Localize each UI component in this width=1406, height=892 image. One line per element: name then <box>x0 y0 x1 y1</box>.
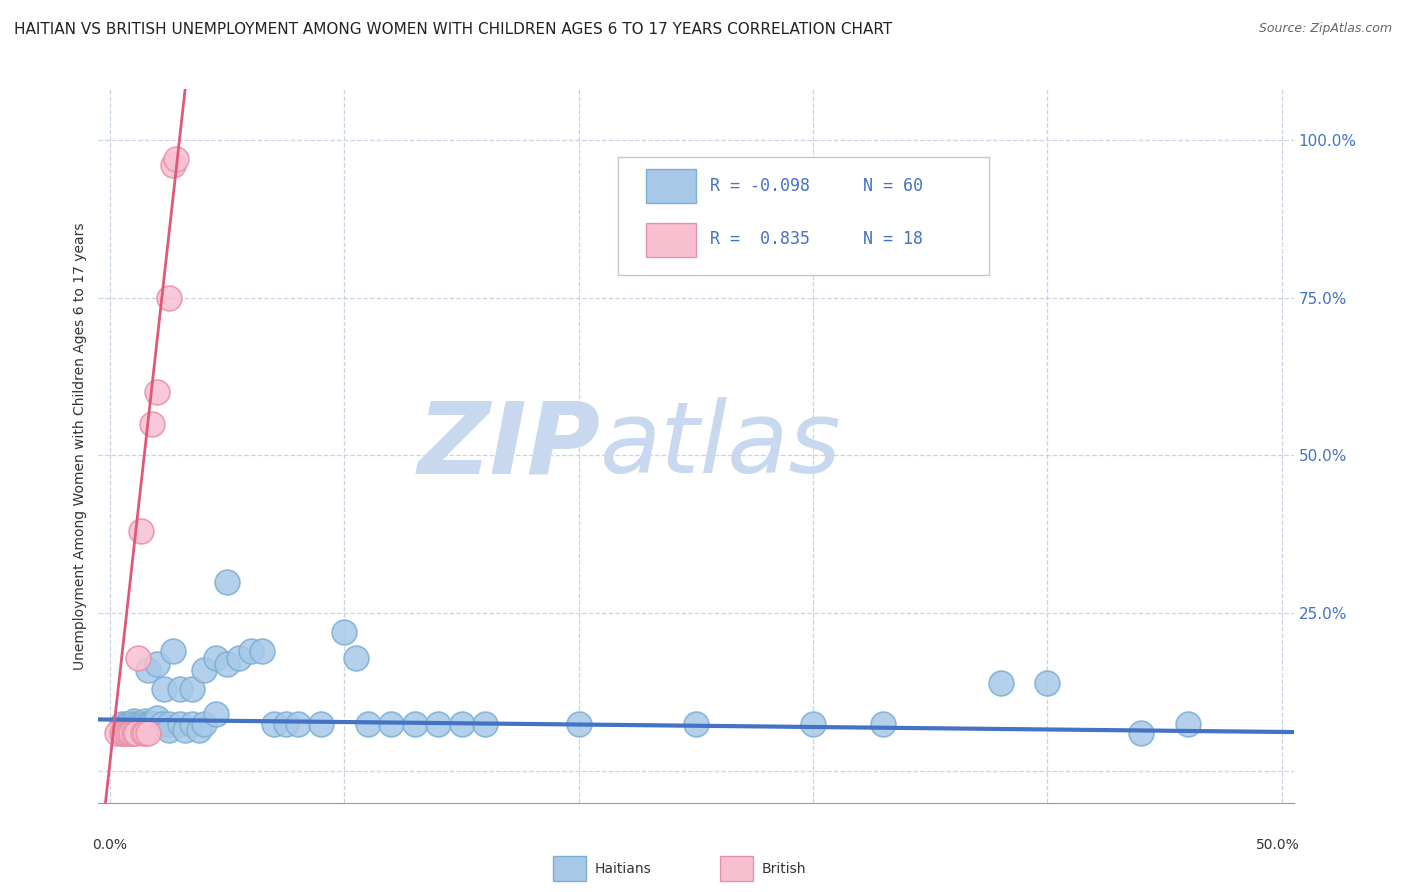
Point <box>204 707 226 722</box>
Point <box>136 663 159 677</box>
Point <box>122 714 145 728</box>
Point <box>115 726 138 740</box>
Text: R = -0.098: R = -0.098 <box>710 178 810 195</box>
Point <box>228 650 250 665</box>
Point <box>134 714 156 728</box>
Point <box>427 717 450 731</box>
Text: atlas: atlas <box>600 398 842 494</box>
Bar <box>645 169 696 203</box>
Point <box>146 385 169 400</box>
Point <box>990 675 1012 690</box>
Point <box>157 723 180 738</box>
Text: British: British <box>762 863 806 876</box>
Point <box>162 158 184 172</box>
Bar <box>720 856 754 881</box>
Point <box>129 723 152 738</box>
Point <box>132 726 155 740</box>
Point <box>122 717 145 731</box>
Point <box>127 717 149 731</box>
Point <box>134 726 156 740</box>
Text: Haitians: Haitians <box>595 863 651 876</box>
Point <box>193 663 215 677</box>
Point <box>801 717 824 731</box>
Point <box>274 717 297 731</box>
Point <box>134 723 156 738</box>
Point <box>333 625 356 640</box>
Point <box>1130 726 1153 740</box>
Point <box>146 710 169 724</box>
Point <box>146 657 169 671</box>
Point <box>125 726 148 740</box>
Point <box>157 291 180 305</box>
Point <box>112 726 135 740</box>
Point <box>263 717 285 731</box>
Point <box>118 717 141 731</box>
Text: 0.0%: 0.0% <box>93 838 128 852</box>
Point <box>309 717 332 731</box>
Point <box>568 717 591 731</box>
Point <box>136 726 159 740</box>
Point <box>169 717 191 731</box>
Point <box>115 717 138 731</box>
Point <box>188 723 211 738</box>
Y-axis label: Unemployment Among Women with Children Ages 6 to 17 years: Unemployment Among Women with Children A… <box>73 222 87 670</box>
Point <box>111 726 134 740</box>
Text: Source: ZipAtlas.com: Source: ZipAtlas.com <box>1258 22 1392 36</box>
Point <box>139 717 162 731</box>
Point <box>685 717 707 731</box>
Point <box>129 524 152 539</box>
Bar <box>645 223 696 257</box>
Point <box>122 720 145 734</box>
Point <box>120 726 142 740</box>
Text: N = 60: N = 60 <box>863 178 924 195</box>
Point <box>143 717 166 731</box>
Point <box>118 726 141 740</box>
Point <box>136 717 159 731</box>
Point <box>357 717 380 731</box>
Point <box>1177 717 1199 731</box>
Point <box>217 657 239 671</box>
FancyBboxPatch shape <box>619 157 988 275</box>
Text: 50.0%: 50.0% <box>1256 838 1299 852</box>
Point <box>450 717 472 731</box>
Point <box>181 717 204 731</box>
Point <box>120 726 142 740</box>
Text: HAITIAN VS BRITISH UNEMPLOYMENT AMONG WOMEN WITH CHILDREN AGES 6 TO 17 YEARS COR: HAITIAN VS BRITISH UNEMPLOYMENT AMONG WO… <box>14 22 893 37</box>
Point <box>181 682 204 697</box>
Point <box>150 717 173 731</box>
Point <box>344 650 367 665</box>
Text: ZIP: ZIP <box>418 398 600 494</box>
Point <box>252 644 274 658</box>
Point <box>474 717 496 731</box>
Point <box>165 152 187 166</box>
Point <box>217 574 239 589</box>
Point <box>122 726 145 740</box>
Point <box>174 723 197 738</box>
Point <box>141 417 163 431</box>
Point <box>872 717 894 731</box>
Point <box>193 717 215 731</box>
Point <box>239 644 262 658</box>
Point <box>111 717 134 731</box>
Point <box>162 644 184 658</box>
Point <box>134 717 156 731</box>
Text: R =  0.835: R = 0.835 <box>710 230 810 248</box>
Point <box>141 717 163 731</box>
Point <box>287 717 309 731</box>
Point <box>105 726 128 740</box>
Text: N = 18: N = 18 <box>863 230 924 248</box>
Point <box>153 682 176 697</box>
Point <box>380 717 402 731</box>
Point <box>157 717 180 731</box>
Bar <box>553 856 586 881</box>
Point <box>127 650 149 665</box>
Point <box>169 682 191 697</box>
Point <box>1036 675 1059 690</box>
Point <box>129 717 152 731</box>
Point <box>404 717 426 731</box>
Point <box>204 650 226 665</box>
